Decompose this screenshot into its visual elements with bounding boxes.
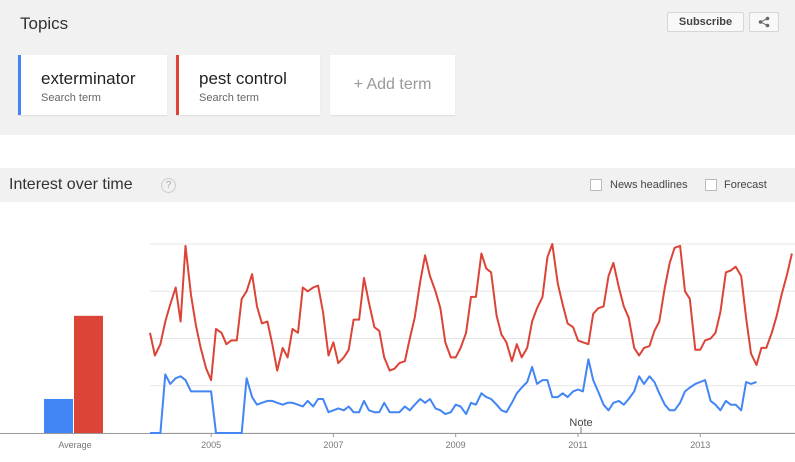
share-icon	[758, 16, 770, 28]
average-bar	[44, 398, 73, 433]
average-bar	[74, 315, 103, 433]
help-icon[interactable]: ?	[161, 178, 176, 193]
forecast-label: Forecast	[724, 179, 767, 191]
add-term-button[interactable]: + Add term	[330, 55, 455, 115]
average-label: Average	[58, 440, 91, 450]
forecast-checkbox[interactable]	[705, 179, 717, 191]
topics-title: Topics	[20, 14, 69, 33]
term-name: pest control	[199, 69, 287, 88]
x-tick-label: 2013	[690, 440, 710, 450]
share-button[interactable]	[749, 12, 779, 32]
note-annotation: Note	[569, 417, 592, 429]
interest-chart: Average 2005 2007 2009 2011 2013 Note	[0, 243, 795, 450]
x-tick-label: 2007	[323, 440, 343, 450]
series-line-pest-control	[149, 243, 793, 382]
subscribe-button[interactable]: Subscribe	[667, 12, 744, 32]
interest-over-time-header: Interest over time ? News headlines Fore…	[0, 168, 795, 202]
topics-panel: Topics Subscribe exterminator Search ter…	[0, 0, 795, 135]
news-headlines-checkbox[interactable]	[590, 179, 602, 191]
x-tick-label: 2011	[568, 440, 587, 450]
section-title: Interest over time	[9, 176, 133, 193]
series-line-exterminator	[150, 358, 757, 434]
term-card-exterminator[interactable]: exterminator Search term	[18, 55, 167, 115]
term-subtitle: Search term	[199, 92, 259, 104]
news-headlines-label: News headlines	[610, 179, 688, 191]
x-tick-label: 2009	[446, 440, 466, 450]
term-subtitle: Search term	[41, 92, 101, 104]
term-name: exterminator	[41, 69, 136, 88]
term-card-pest-control[interactable]: pest control Search term	[176, 55, 320, 115]
x-tick-label: 2005	[201, 440, 221, 450]
